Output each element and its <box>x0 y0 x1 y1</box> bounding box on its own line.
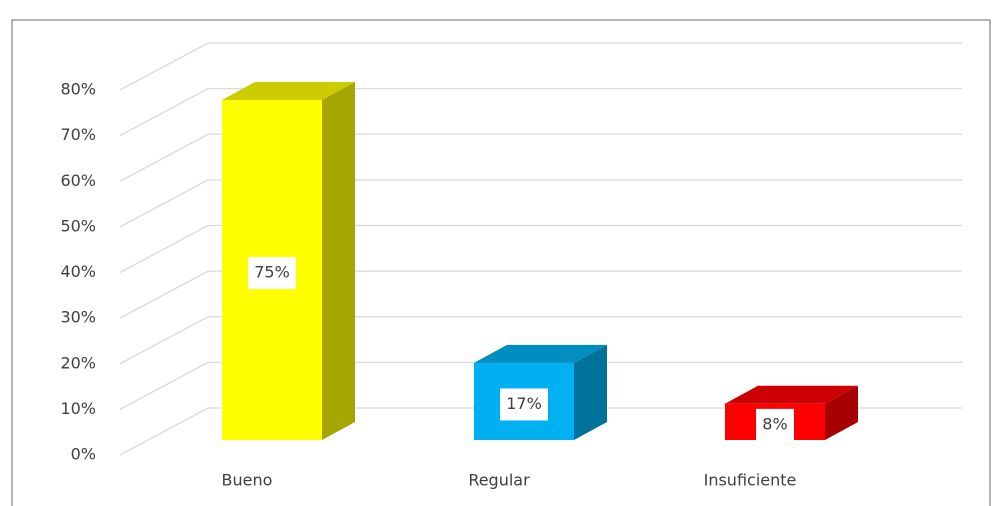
grid-line <box>119 87 962 137</box>
x-tick-label: Regular <box>468 471 530 490</box>
grid-line <box>119 361 962 410</box>
chart-border <box>11 19 991 506</box>
bar <box>222 82 355 440</box>
y-tick-label: 50% <box>60 216 96 235</box>
y-tick-label: 40% <box>60 262 96 281</box>
y-tick-label: 80% <box>60 80 96 99</box>
value-label-box <box>248 257 296 289</box>
value-label: 17% <box>506 394 542 413</box>
grid-line <box>119 407 962 456</box>
y-tick-label: 10% <box>60 399 96 418</box>
bar-side <box>574 344 607 440</box>
grid-line <box>119 270 962 319</box>
grid-line <box>119 179 962 228</box>
grid-line <box>119 133 962 182</box>
bar-top <box>725 385 858 404</box>
y-tick-label: 70% <box>60 125 96 144</box>
bar-side <box>322 82 355 440</box>
y-tick-label: 60% <box>60 171 96 190</box>
grid-line <box>119 316 962 365</box>
bar-top <box>474 344 607 363</box>
x-tick-label: Bueno <box>222 471 273 490</box>
bar-top <box>222 82 355 100</box>
value-label: 75% <box>254 263 290 282</box>
x-tick-label: Insuficiente <box>704 471 797 490</box>
bar <box>474 344 607 440</box>
y-tick-label: 0% <box>71 445 96 464</box>
grid-line <box>119 42 962 91</box>
value-label-box <box>500 388 548 421</box>
y-tick-label: 30% <box>60 308 96 327</box>
y-tick-label: 20% <box>60 353 96 372</box>
value-label-box <box>756 408 794 441</box>
bar-side <box>825 385 858 440</box>
grid-line <box>119 224 962 274</box>
value-label: 8% <box>762 414 787 433</box>
